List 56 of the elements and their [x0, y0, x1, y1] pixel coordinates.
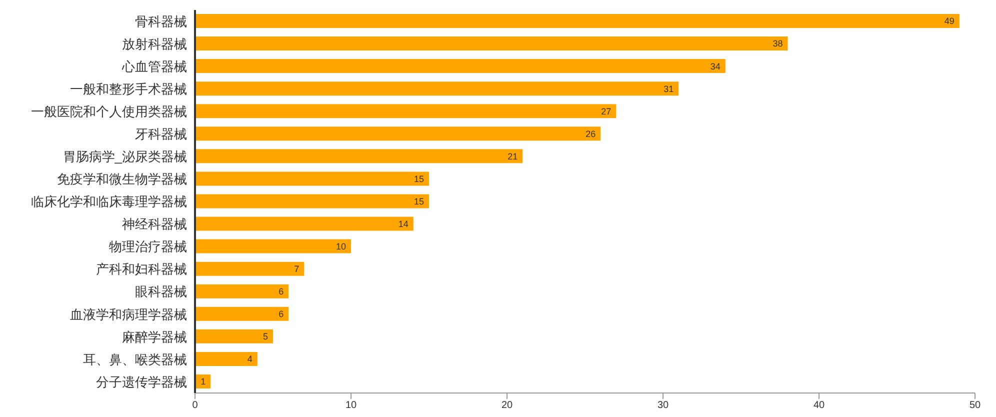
data-label: 27 — [601, 106, 612, 116]
y-tick-label: 耳、鼻、喉类器械 — [83, 352, 187, 367]
y-tick-label: 胃肠病学_泌尿类器械 — [62, 149, 187, 164]
data-label: 1 — [200, 376, 206, 387]
x-tick-label: 10 — [345, 400, 357, 412]
bar — [195, 104, 616, 118]
bar — [195, 262, 304, 276]
data-label: 34 — [710, 61, 720, 72]
data-label: 15 — [414, 196, 424, 206]
y-tick-label: 骨科器械 — [135, 14, 187, 29]
bar — [195, 284, 289, 298]
data-label: 6 — [278, 286, 284, 297]
y-tick-label: 临床化学和临床毒理学器械 — [31, 194, 187, 210]
data-label: 6 — [278, 309, 284, 320]
data-label: 31 — [664, 84, 674, 94]
y-tick-label: 牙科器械 — [135, 126, 187, 142]
y-tick-label: 一般医院和个人使用类器械 — [31, 104, 187, 119]
y-tick-label: 神经科器械 — [122, 216, 187, 232]
data-label: 5 — [262, 332, 268, 342]
bar — [195, 14, 960, 28]
y-tick-label: 血液学和病理学器械 — [70, 306, 187, 322]
bar — [195, 36, 788, 51]
y-tick-label: 放射科器械 — [122, 36, 187, 52]
bar — [195, 59, 726, 74]
x-tick-label: 30 — [657, 400, 669, 412]
bar — [195, 126, 601, 141]
data-label: 38 — [772, 38, 783, 49]
y-tick-label: 眼科器械 — [135, 284, 187, 300]
data-label: 10 — [336, 241, 346, 252]
y-tick-label: 产科和妇科器械 — [96, 262, 187, 277]
x-tick-label: 20 — [501, 400, 513, 412]
x-tick-label: 40 — [813, 400, 825, 412]
y-tick-label: 分子遗传学器械 — [96, 374, 187, 390]
y-tick-label: 物理治疗器械 — [109, 239, 187, 254]
data-label: 49 — [944, 16, 954, 26]
bar — [195, 352, 258, 366]
data-label: 4 — [247, 354, 252, 364]
y-tick-label: 免疫学和微生物学器械 — [57, 172, 187, 187]
bar — [195, 329, 273, 344]
data-label: 7 — [294, 264, 300, 274]
x-tick-label: 0 — [192, 400, 198, 412]
bar — [195, 239, 351, 254]
y-tick-label: 麻醉学器械 — [122, 329, 187, 344]
x-tick-label: 50 — [969, 400, 981, 412]
bar — [195, 172, 429, 186]
y-tick-label: 一般和整形手术器械 — [70, 81, 187, 96]
bar — [195, 82, 679, 96]
data-label: 26 — [586, 128, 596, 139]
bar — [195, 216, 414, 231]
data-label: 15 — [414, 174, 424, 184]
bar — [195, 149, 523, 164]
data-label: 14 — [398, 218, 408, 229]
data-label: 21 — [508, 151, 518, 162]
bar — [195, 306, 289, 321]
y-tick-label: 心血管器械 — [121, 58, 187, 74]
bar — [195, 194, 429, 208]
